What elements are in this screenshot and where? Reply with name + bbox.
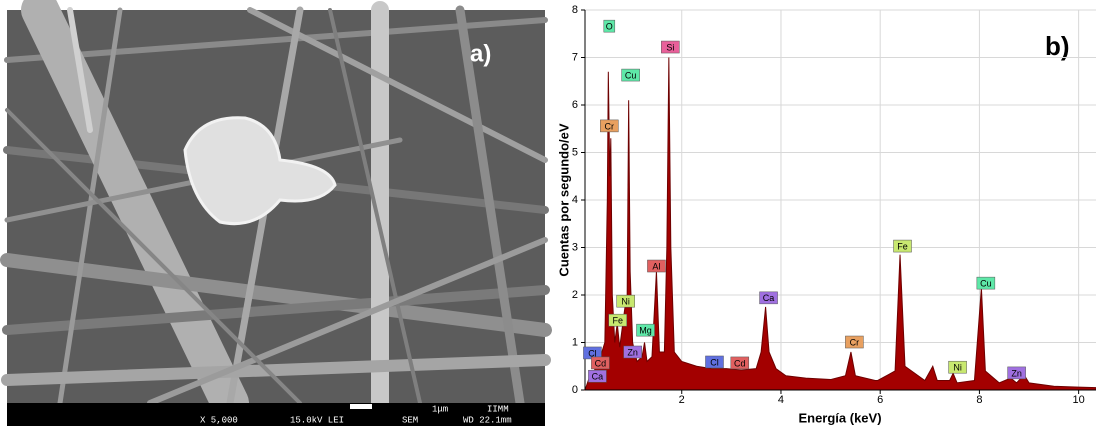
peak-label-box [600, 119, 619, 133]
y-tick-label: 8 [572, 4, 578, 16]
peak-label-box [661, 40, 680, 54]
fiber [0, 253, 552, 337]
magnification: X 5,000 [200, 415, 238, 425]
peak-label-box [647, 259, 666, 273]
peak-label: Si [666, 42, 674, 52]
peak-label: Fe [612, 316, 623, 326]
y-tick-label: 6 [572, 99, 578, 111]
fiber [5, 108, 302, 405]
peak-label: Mg [639, 326, 652, 336]
peak-label-box [636, 323, 655, 337]
y-tick-label: 3 [572, 241, 578, 253]
peak-label: Cd [595, 358, 607, 368]
fiber [455, 5, 525, 408]
fiber [1, 354, 551, 386]
peak-label-box [759, 291, 778, 305]
info-bar [7, 403, 545, 426]
peak-label: Cu [980, 279, 992, 289]
peak-label-box [608, 313, 627, 327]
voltage: 15.0kV LEI [290, 415, 344, 425]
peak-label-box [603, 19, 616, 33]
panel-label: b) [1045, 31, 1070, 61]
x-tick-label: 4 [778, 394, 784, 406]
peak-label: O [606, 22, 613, 32]
peak-label-box [845, 335, 864, 349]
peak-label-box [976, 276, 996, 290]
y-axis-label: Cuentas por segundo/eV [556, 123, 571, 276]
peak-label: Cd [734, 358, 746, 368]
peak-label-box [591, 356, 610, 370]
peak-label: Cl [588, 348, 597, 358]
y-tick-label: 5 [572, 146, 578, 158]
peak-label-box [893, 239, 912, 253]
x-tick-label: 10 [1073, 394, 1085, 406]
scale-bar [350, 404, 372, 409]
peak-label-box [730, 356, 750, 370]
peak-label: Ca [592, 372, 604, 382]
mode: SEM [402, 415, 418, 425]
fiber [328, 8, 422, 405]
y-tick-label: 7 [572, 51, 578, 63]
peak-label: Cl [710, 357, 719, 367]
peak-label-box [621, 68, 640, 82]
peak-label: Cu [625, 70, 637, 80]
fiber [4, 17, 548, 63]
spectrum-chart: b) Energía (keV) Cuentas por segundo/eV … [556, 4, 1096, 425]
peak-label: Fe [897, 241, 908, 251]
peak-label-box [616, 294, 635, 308]
y-tick-label: 0 [572, 384, 578, 396]
institution: IIMM [487, 404, 509, 414]
fiber [147, 237, 548, 406]
sem-image: a) 1μm IIMM X 5,000 15.0kV LEI SEM WD 22… [0, 0, 552, 426]
peak-label-box [623, 345, 642, 359]
particle [183, 116, 337, 226]
x-tick-label: 2 [679, 394, 685, 406]
peak-label: Cr [850, 337, 860, 347]
fiber [21, 0, 249, 422]
peak-label-box [948, 360, 967, 374]
y-tick-label: 2 [572, 289, 578, 301]
y-tick-label: 4 [572, 194, 578, 206]
peak-label: Ni [621, 297, 630, 307]
peak-label: Cr [605, 121, 615, 131]
fiber [247, 7, 548, 163]
peak-label: Ni [953, 363, 962, 373]
peak-label: Ca [763, 293, 775, 303]
peak-label: Zn [627, 347, 638, 357]
panel-label: a) [470, 40, 491, 67]
fiber [57, 7, 123, 406]
y-tick-label: 1 [572, 336, 578, 348]
fiber [2, 285, 550, 335]
scale-label: 1μm [432, 404, 448, 414]
peak-label: Zn [1011, 368, 1022, 378]
x-axis-label: Energía (keV) [798, 410, 881, 425]
spectrum-area [584, 57, 1096, 391]
peak-label-box [705, 355, 724, 369]
x-tick-label: 6 [877, 394, 883, 406]
peak-label-box [1007, 366, 1026, 380]
peak-label-box [588, 369, 607, 383]
working-distance: WD 22.1mm [463, 415, 512, 425]
peak-label: Al [652, 261, 660, 271]
x-tick-label: 8 [976, 394, 982, 406]
fiber [67, 7, 93, 133]
